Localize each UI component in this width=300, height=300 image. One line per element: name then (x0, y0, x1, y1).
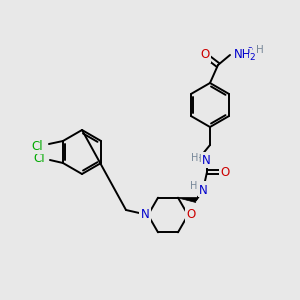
Text: N: N (141, 208, 149, 221)
Text: 2: 2 (247, 47, 252, 56)
Text: Cl: Cl (31, 140, 43, 152)
Text: NH: NH (234, 49, 251, 62)
Text: 2: 2 (249, 53, 255, 62)
Text: H: H (191, 182, 199, 192)
Text: N: N (199, 184, 207, 196)
Text: H: H (194, 154, 202, 164)
Text: N: N (200, 182, 208, 196)
Text: N: N (202, 154, 210, 167)
Text: Cl: Cl (33, 152, 45, 164)
Text: O: O (220, 166, 230, 178)
Text: H: H (190, 181, 198, 191)
Text: O: O (186, 208, 196, 221)
Text: N: N (202, 154, 211, 166)
Polygon shape (178, 197, 196, 202)
Text: O: O (200, 49, 210, 62)
Text: H: H (191, 153, 199, 163)
Text: NH: NH (234, 49, 251, 62)
Text: H: H (256, 45, 264, 55)
